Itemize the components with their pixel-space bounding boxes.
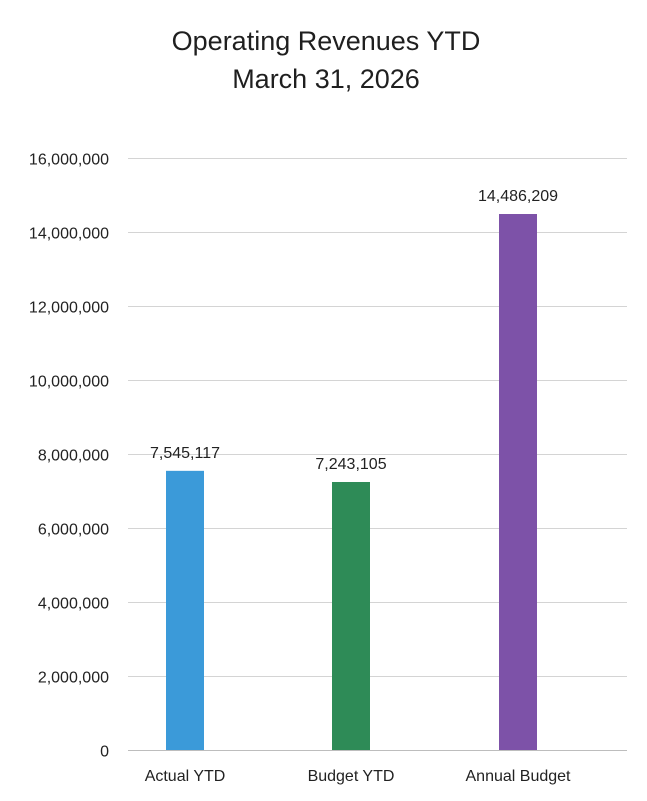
y-tick-label: 14,000,000 [29, 226, 109, 243]
data-label: 14,486,209 [478, 188, 558, 205]
x-category-label: Actual YTD [145, 768, 226, 785]
bar-actual-ytd [166, 470, 204, 750]
gridlines [128, 158, 627, 751]
chart-title: Operating Revenues YTD March 31, 2026 [172, 26, 481, 94]
data-label: 7,243,105 [315, 456, 386, 473]
x-category-label: Budget YTD [308, 768, 395, 785]
chart-title-line-1: Operating Revenues YTD [172, 26, 481, 56]
y-tick-label: 12,000,000 [29, 300, 109, 317]
y-axis-tick-labels: 0 2,000,000 4,000,000 6,000,000 8,000,000 10,… [29, 152, 109, 761]
data-label: 7,545,117 [150, 445, 220, 462]
y-tick-label: 16,000,000 [29, 152, 109, 169]
y-tick-label: 2,000,000 [38, 670, 109, 687]
x-axis-category-labels: Actual YTD Budget YTD Annual Budget [145, 768, 571, 785]
y-tick-label: 6,000,000 [38, 522, 109, 539]
y-tick-label: 0 [100, 744, 109, 761]
x-category-label: Annual Budget [466, 768, 572, 785]
bar-budget-ytd [332, 482, 370, 750]
chart-title-line-2: March 31, 2026 [232, 64, 420, 94]
y-tick-label: 8,000,000 [38, 448, 109, 465]
data-labels: 7,545,117 7,243,105 14,486,209 [150, 188, 558, 473]
bars [166, 214, 537, 751]
y-tick-label: 10,000,000 [29, 374, 109, 391]
bar-annual-budget [499, 214, 537, 751]
y-tick-label: 4,000,000 [38, 596, 109, 613]
